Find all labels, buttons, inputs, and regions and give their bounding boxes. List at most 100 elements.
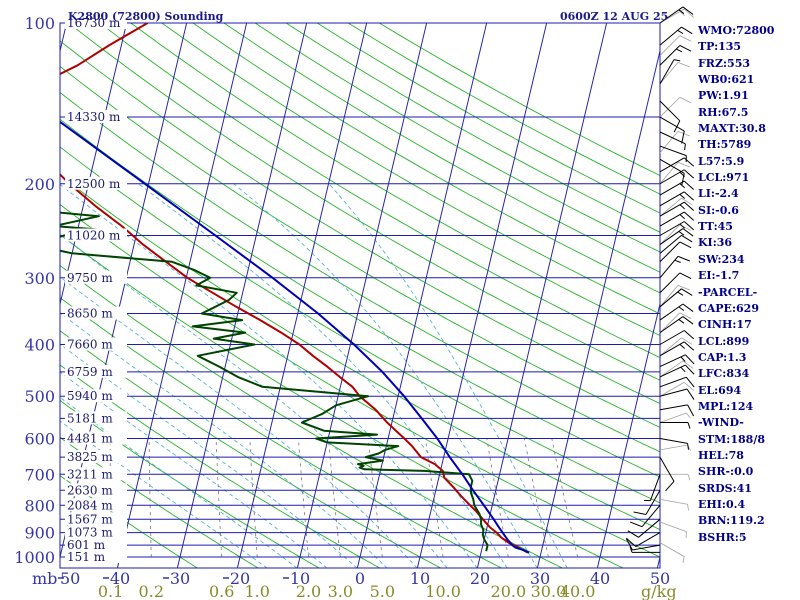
wind-barb	[659, 131, 686, 151]
wind-barb-half-feather	[677, 291, 684, 296]
wind-barb-staff	[659, 354, 686, 368]
wind-barb-staff	[659, 180, 685, 196]
wind-barb	[633, 490, 661, 516]
wind-barb	[659, 272, 692, 294]
height-label: 3211 m	[67, 467, 113, 481]
height-label: 12500 m	[67, 177, 121, 191]
height-label: 9750 m	[67, 271, 113, 285]
wind-barb-feather	[679, 312, 692, 319]
height-label-background	[65, 270, 127, 284]
wind-barb-staff	[659, 337, 682, 357]
wind-barb-half-feather	[680, 356, 686, 362]
parameter-item: SHR-:0.0	[698, 465, 754, 479]
wind-barb	[644, 474, 661, 502]
wind-barb-half-feather	[679, 183, 685, 189]
wind-barb	[659, 330, 695, 345]
parameter-item: SI:-0.6	[698, 203, 739, 217]
wind-barb-faint	[659, 498, 689, 511]
parameter-item: TT:45	[698, 220, 733, 234]
moist-adiabat-line	[60, 343, 358, 568]
mixing-ratio-line	[215, 438, 223, 558]
wind-barb-feather	[679, 96, 692, 104]
parameter-item: BRN:119.2	[698, 514, 765, 528]
wind-barb-half-feather	[676, 48, 683, 53]
parameter-item: WB0:621	[698, 73, 755, 87]
wind-barb-half-feather	[674, 259, 681, 263]
moist-adiabat-line	[60, 276, 418, 568]
pressure-tick-label: 500	[24, 387, 55, 406]
height-label-background	[65, 450, 127, 464]
wind-barb-staff	[659, 412, 687, 423]
height-label-background	[65, 538, 127, 552]
mixing-ratio-tick-label: 20.0	[491, 582, 527, 600]
height-label: 14330 m	[67, 110, 121, 124]
wind-barb-feather	[683, 221, 695, 231]
temperature-tick-label: 10	[290, 569, 310, 588]
parameter-item: STM:188/8	[698, 432, 765, 446]
wind-barb-feather	[677, 255, 690, 262]
dry-adiabat-line	[60, 330, 442, 568]
wind-barb	[659, 26, 693, 46]
temperature-tick-label: 0	[355, 569, 365, 588]
wind-barb-feather	[683, 341, 695, 351]
wind-barb-faint	[659, 542, 685, 563]
wind-barb-faint	[659, 337, 693, 357]
parameter-item: LI:-2.4	[698, 187, 739, 201]
wind-barb-half-feather	[677, 29, 684, 35]
wind-barb-half-feather	[687, 504, 689, 511]
wind-barb	[659, 180, 695, 196]
chart-title: K2800 (72800) Sounding	[68, 10, 224, 23]
height-label: 8650 m	[67, 307, 113, 321]
wind-barb-staff	[659, 116, 685, 132]
height-label: 601 m	[67, 538, 106, 552]
dry-adiabat-line	[161, 23, 660, 315]
dry-adiabat-line	[99, 23, 660, 359]
parameter-item: CAPE:629	[698, 301, 759, 315]
moist-adiabat-line	[328, 183, 568, 568]
wind-barb-feather	[685, 364, 695, 375]
isotherm-line	[416, 23, 548, 568]
wind-barb-staff	[659, 26, 682, 46]
mixing-ratio-tick-label: 5.0	[370, 582, 395, 600]
wind-barb-feather	[683, 180, 695, 190]
wind-barb	[659, 404, 695, 417]
wind-barb-feather	[687, 404, 695, 417]
temperature-tick-label: 40	[110, 569, 130, 588]
wind-barb-feather	[686, 388, 695, 400]
parameter-item: -PARCEL-	[698, 285, 758, 299]
wind-barb-staff	[645, 490, 661, 515]
wind-barb-feather	[627, 530, 639, 538]
wind-barb-staff	[659, 303, 684, 321]
temperature-tick-label: 40	[590, 569, 610, 588]
wind-barb-staff	[659, 162, 679, 185]
parameter-item: BSHR:5	[698, 530, 747, 544]
dry-adiabat-line	[60, 399, 320, 568]
wind-barb-half-feather	[678, 306, 685, 312]
wind-barb	[659, 376, 695, 388]
pressure-tick-label: 800	[24, 496, 55, 515]
wind-barb-staff	[659, 197, 682, 217]
wind-barb-staff	[659, 288, 682, 308]
wind-barb	[659, 145, 687, 162]
wind-barb-feather	[681, 337, 693, 345]
wind-barb-half-feather	[679, 204, 685, 210]
wind-barb	[659, 45, 692, 66]
wind-barb-feather	[679, 45, 692, 52]
wind-barb	[659, 341, 695, 357]
wind-barb-feather	[677, 284, 690, 291]
wind-barb-faint	[659, 161, 690, 185]
wind-barb-feather	[677, 62, 690, 68]
wind-barb-faint	[659, 197, 693, 217]
wind-barb-half-feather	[673, 59, 681, 62]
wind-barb-staff	[638, 518, 661, 538]
wind-barb-faint	[659, 284, 690, 308]
moist-adiabat-line	[60, 234, 448, 568]
isotherm-line	[116, 23, 248, 568]
wind-barb-feather	[683, 8, 694, 18]
mixing-ratio-tick-label: 1.0	[244, 582, 269, 600]
height-label: 6759 m	[67, 365, 113, 379]
dry-adiabat-line	[60, 91, 660, 453]
wind-barb-staff	[659, 131, 679, 154]
wind-barb	[659, 288, 693, 308]
isotherm-line	[536, 48, 660, 568]
